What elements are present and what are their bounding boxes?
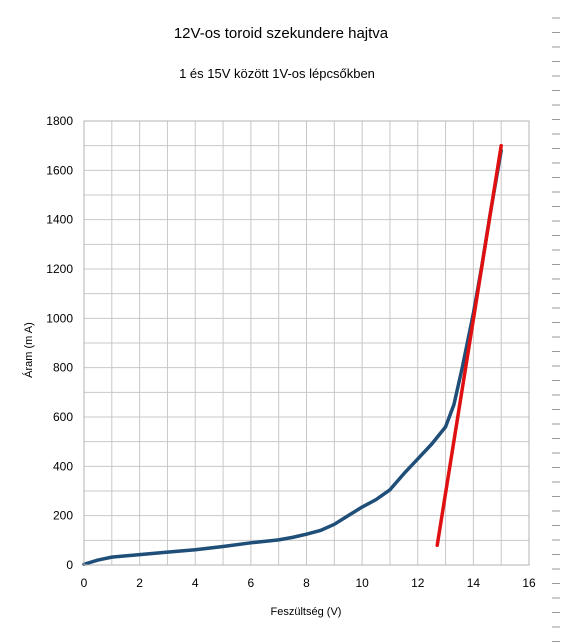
y-tick-label: 200 bbox=[53, 509, 73, 523]
chart-subtitle: 1 és 15V között 1V-os lépcsőkben bbox=[179, 66, 375, 81]
y-tick-label: 600 bbox=[53, 410, 73, 424]
tick-labels: 0 2 4 6 8 10 12 14 16 0 200 400 600 800 1000 1200 1400 16… bbox=[46, 114, 536, 590]
y-tick-label: 1000 bbox=[46, 311, 73, 325]
plot-border bbox=[83, 120, 530, 566]
x-tick-label: 4 bbox=[192, 576, 199, 590]
x-axis-label: Feszültség (V) bbox=[271, 606, 342, 618]
x-tick-label: 2 bbox=[136, 576, 143, 590]
x-tick-label: 8 bbox=[303, 576, 310, 590]
x-tick-label: 0 bbox=[81, 576, 88, 590]
y-tick-label: 0 bbox=[66, 558, 73, 572]
x-tick-label: 16 bbox=[522, 576, 536, 590]
y-tick-label: 1400 bbox=[46, 213, 73, 227]
series-layer bbox=[82, 143, 503, 567]
x-tick-label: 6 bbox=[248, 576, 255, 590]
y-axis-label: Áram (m A) bbox=[22, 322, 35, 378]
y-tick-label: 800 bbox=[53, 361, 73, 375]
y-tick-label: 1200 bbox=[46, 262, 73, 276]
x-tick-label: 14 bbox=[467, 576, 481, 590]
y-tick-label: 1600 bbox=[46, 163, 73, 177]
x-tick-label: 12 bbox=[411, 576, 425, 590]
fit-line bbox=[435, 143, 503, 548]
chart-title: 12V-os toroid szekundere hajtva bbox=[174, 25, 389, 42]
y-tick-label: 1800 bbox=[46, 114, 73, 128]
x-tick-label: 10 bbox=[355, 576, 369, 590]
y-tick-label: 400 bbox=[53, 459, 73, 473]
measured-series-line bbox=[82, 148, 503, 567]
